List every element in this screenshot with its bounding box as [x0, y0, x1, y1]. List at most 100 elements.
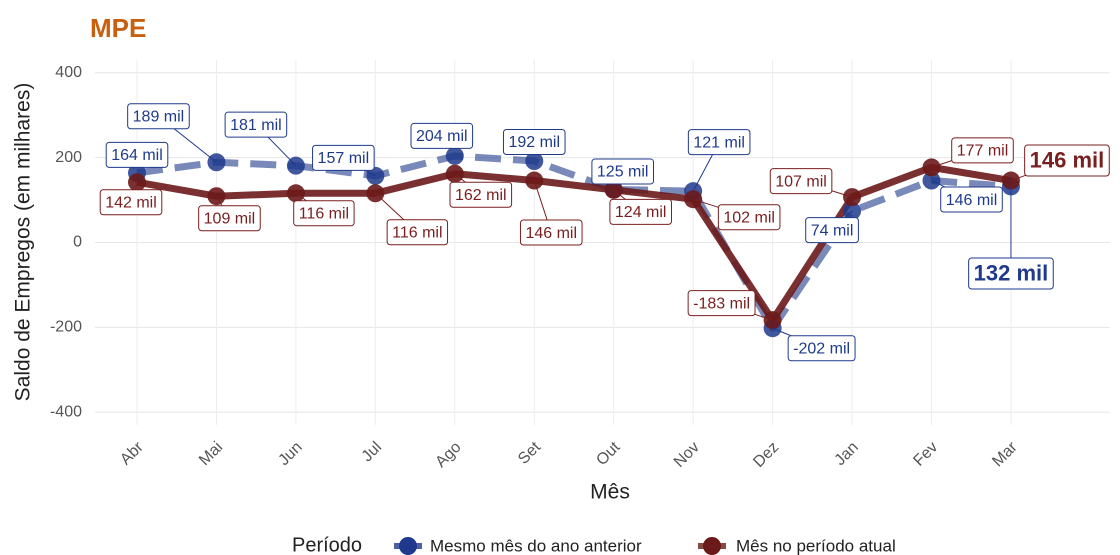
label-box — [951, 137, 1014, 164]
legend-label: Mesmo mês do ano anterior — [430, 536, 642, 555]
label-box — [410, 122, 474, 149]
label-box — [968, 257, 1054, 290]
label-box — [224, 111, 288, 138]
label-box — [99, 189, 163, 216]
value-label: 116 mil — [293, 200, 355, 227]
value-label-text: 204 mil — [416, 128, 468, 145]
legend-label: Mês no período atual — [736, 536, 896, 555]
value-label-text: 146 mil — [525, 225, 577, 242]
legend-marker — [399, 537, 417, 555]
value-label-text: -202 mil — [793, 340, 850, 357]
x-tick-label: Abr — [117, 438, 147, 468]
value-label-text: 157 mil — [318, 150, 370, 167]
label-box — [769, 168, 833, 195]
value-label-text: 146 mil — [946, 192, 998, 209]
label-box — [312, 144, 375, 171]
x-tick-label: Ago — [432, 439, 464, 471]
label-box — [386, 219, 449, 246]
value-label-text: 181 mil — [230, 117, 282, 134]
value-label: 74 mil — [805, 217, 859, 244]
value-label-text: 116 mil — [299, 205, 349, 222]
value-label-text: 132 mil — [974, 260, 1049, 285]
value-label: 162 mil — [449, 181, 513, 208]
value-label: 142 mil — [99, 189, 163, 216]
value-label: 102 mil — [717, 204, 781, 231]
value-label-text: -183 mil — [693, 295, 750, 312]
value-label: 157 mil — [312, 144, 375, 171]
point — [128, 173, 146, 192]
label-box — [940, 186, 1003, 213]
value-label: 146 mil — [940, 186, 1003, 213]
label-box — [502, 129, 566, 156]
label-box — [591, 158, 654, 185]
x-tick-label: Out — [593, 438, 624, 469]
x-tick-label: Fev — [910, 439, 941, 470]
y-tick-label: 200 — [55, 149, 82, 166]
value-label-text: 162 mil — [455, 187, 507, 204]
label-box — [609, 198, 672, 225]
value-label-text: 142 mil — [105, 194, 157, 211]
value-label: 107 mil — [769, 168, 833, 195]
y-axis-label: Saldo de Empregos (em milhares) — [12, 83, 35, 402]
point — [445, 146, 464, 165]
value-label: 146 mil — [1024, 144, 1110, 177]
series-line — [136, 163, 1012, 324]
label-box — [198, 205, 261, 232]
value-label-text: 124 mil — [615, 204, 667, 221]
chart-title: MPE — [90, 13, 146, 43]
value-label: 204 mil — [410, 122, 474, 149]
value-label-text: 192 mil — [508, 134, 560, 151]
value-label: 192 mil — [502, 129, 566, 156]
value-label: 109 mil — [198, 205, 261, 232]
value-label: -183 mil — [687, 290, 756, 317]
label-box — [1024, 144, 1110, 177]
value-label-text: 146 mil — [1030, 147, 1105, 172]
value-label-text: 189 mil — [133, 109, 185, 126]
value-label: 132 mil — [968, 257, 1054, 290]
value-label-text: 164 mil — [111, 147, 163, 164]
value-label-text: 121 mil — [693, 134, 745, 151]
x-tick-label: Jan — [832, 439, 862, 469]
y-tick-label: -200 — [50, 319, 82, 336]
point — [525, 152, 544, 171]
value-label-text: 74 mil — [811, 222, 854, 239]
label-box — [687, 129, 751, 156]
label-box — [805, 217, 859, 244]
legend-title: Período — [292, 534, 362, 555]
value-label-text: 177 mil — [957, 143, 1009, 160]
value-label-text: 102 mil — [723, 209, 775, 226]
label-box — [293, 200, 355, 227]
label-box — [787, 335, 856, 362]
label-box — [687, 290, 756, 317]
value-label-text: 125 mil — [597, 164, 649, 181]
value-label: 116 mil — [386, 219, 449, 246]
value-label: 121 mil — [687, 129, 751, 156]
legend-marker — [703, 537, 721, 555]
series-line — [136, 152, 1012, 332]
label-box — [717, 204, 781, 231]
x-tick-label: Jun — [275, 439, 305, 469]
value-label: 189 mil — [127, 103, 190, 130]
x-tick-label: Mar — [989, 438, 1021, 470]
x-tick-label: Dez — [750, 439, 782, 471]
label-box — [449, 181, 513, 208]
x-tick-label: Mai — [196, 439, 226, 469]
x-tick-label: Jul — [359, 439, 385, 465]
value-label-text: 109 mil — [204, 210, 256, 227]
value-label: 164 mil — [105, 141, 169, 168]
value-label: -202 mil — [787, 335, 856, 362]
value-label: 181 mil — [224, 111, 288, 138]
value-label: 146 mil — [519, 219, 583, 246]
x-tick-label: Nov — [671, 439, 703, 471]
x-axis-label: Mês — [590, 481, 630, 504]
label-box — [105, 141, 169, 168]
value-label: 177 mil — [951, 137, 1014, 164]
y-tick-label: -400 — [50, 403, 82, 420]
x-tick-label: Set — [515, 438, 544, 467]
label-box — [127, 103, 190, 130]
value-label: 124 mil — [609, 198, 672, 225]
value-label: 125 mil — [591, 158, 654, 185]
y-tick-label: 400 — [55, 64, 82, 81]
label-box — [519, 219, 583, 246]
